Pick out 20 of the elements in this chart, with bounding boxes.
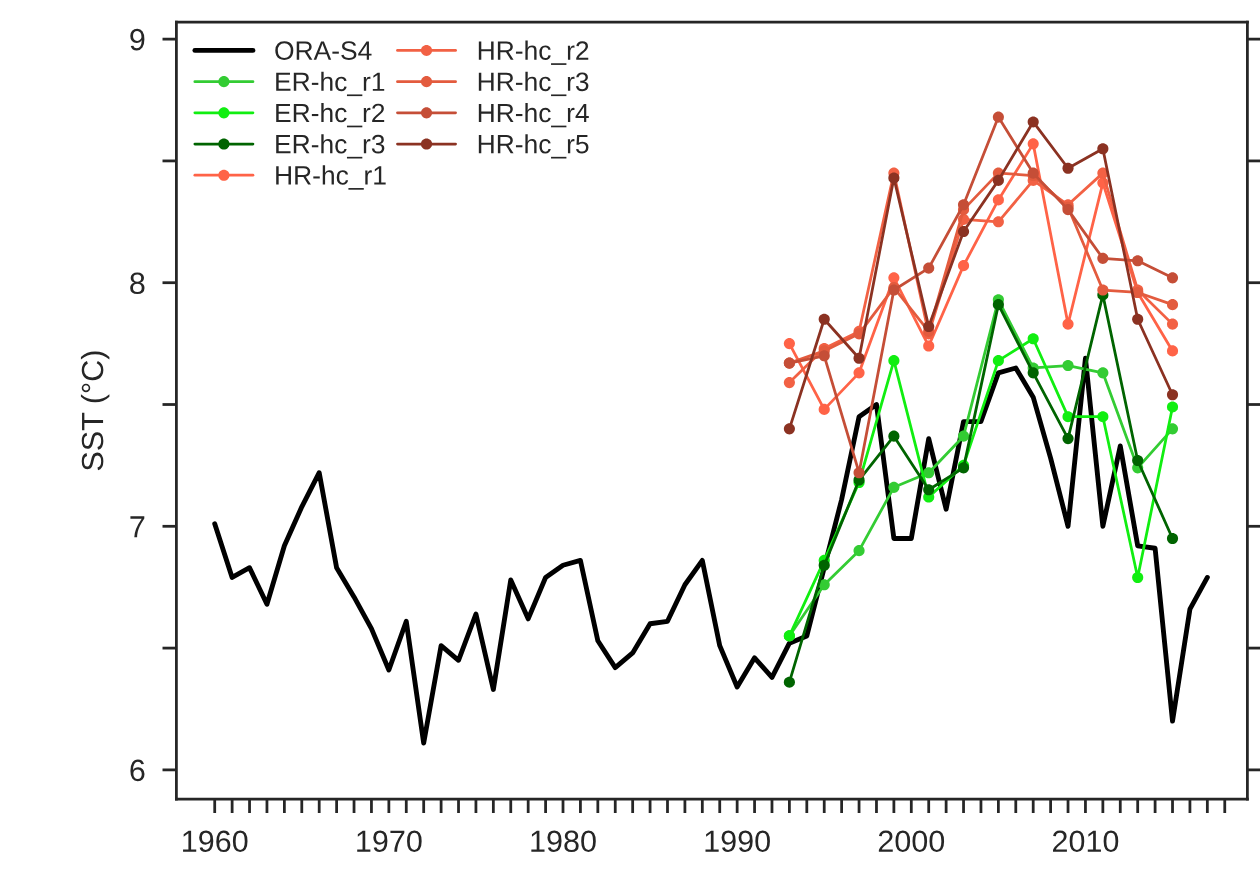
- x-tick-label: 1980: [531, 830, 596, 853]
- legend-label: ER-hc_r3: [276, 134, 385, 159]
- x-tick-label: 1990: [705, 830, 770, 853]
- y-tick-label: 8: [130, 272, 145, 295]
- x-tick-label: 2010: [1053, 830, 1119, 853]
- legend-label: HR-hc_r1: [276, 165, 386, 190]
- y-tick-label: 7: [130, 516, 145, 538]
- x-tick-label: 1960: [183, 830, 248, 853]
- y-axis-title: SST (°C): [80, 351, 110, 471]
- x-tick-label: 2000: [878, 830, 945, 853]
- y-tick-label: 6: [130, 759, 145, 782]
- legend-label: HR-hc_r5: [478, 134, 589, 159]
- legend-label: ORA-S4: [275, 41, 372, 60]
- legend-label: ER-hc_r2: [276, 102, 385, 128]
- y-tick-label: 9: [130, 28, 145, 51]
- legend-label: HR-hc_r4: [478, 102, 589, 128]
- x-tick-label: 1970: [357, 830, 422, 853]
- legend-label: HR-hc_r3: [478, 71, 589, 97]
- legend-label: ER-hc_r1: [276, 71, 385, 97]
- legend-label: HR-hc_r2: [478, 40, 589, 65]
